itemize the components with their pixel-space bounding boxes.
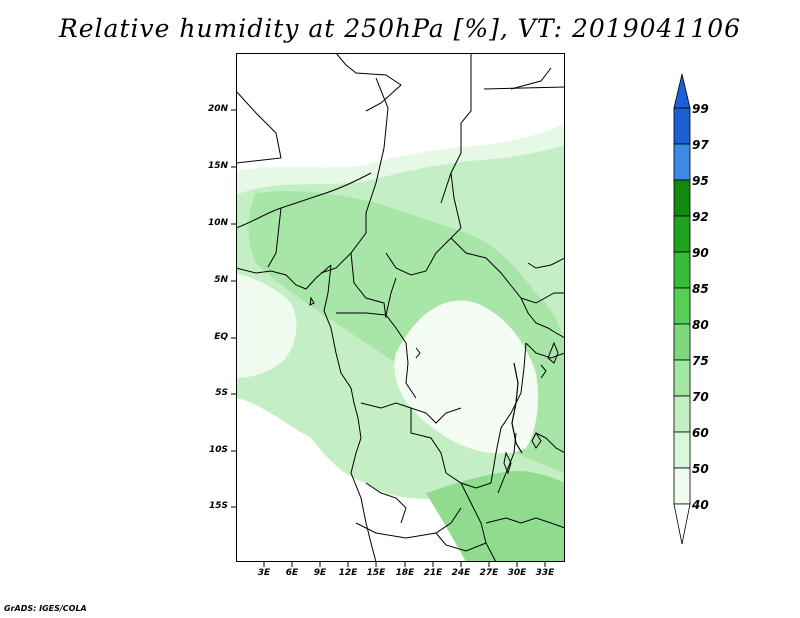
colorbar-swatch-50 bbox=[673, 431, 691, 469]
humidity-zone-dry bbox=[394, 300, 538, 454]
colorbar-label: 75 bbox=[692, 354, 709, 368]
colorbar-swatch-below-40 bbox=[673, 503, 691, 545]
lon-label: 18E bbox=[395, 568, 415, 578]
colorbar-label: 70 bbox=[692, 390, 709, 404]
colorbar-label: 95 bbox=[692, 174, 709, 188]
colorbar-label: 90 bbox=[692, 246, 709, 260]
lat-label: 10N bbox=[207, 218, 228, 228]
colorbar-swatch-85 bbox=[673, 251, 691, 289]
colorbar-swatch-90 bbox=[673, 215, 691, 253]
humidity-map bbox=[236, 53, 565, 562]
colorbar-swatch-70 bbox=[673, 359, 691, 397]
colorbar-swatch-60 bbox=[673, 395, 691, 433]
colorbar-label: 97 bbox=[692, 138, 709, 152]
lon-label: 27E bbox=[479, 568, 499, 578]
colorbar-swatch-92 bbox=[673, 179, 691, 217]
map-border bbox=[236, 53, 565, 562]
humidity-zone-light bbox=[236, 273, 297, 378]
colorbar-label: 99 bbox=[692, 102, 709, 116]
lon-label: 3E bbox=[257, 568, 271, 578]
lat-label: 15N bbox=[207, 161, 228, 171]
colorbar-swatch-40 bbox=[673, 467, 691, 505]
country-boundaries bbox=[236, 53, 565, 562]
lat-label: 5S bbox=[215, 388, 228, 398]
lat-label: 5N bbox=[214, 275, 228, 285]
lon-label: 15E bbox=[366, 568, 386, 578]
map-title: Relative humidity at 250hPa [%], VT: 201… bbox=[58, 14, 742, 43]
colorbar-swatch-75 bbox=[673, 323, 691, 361]
lon-label: 21E bbox=[423, 568, 443, 578]
colorbar bbox=[673, 73, 691, 545]
lat-label: 10S bbox=[208, 445, 228, 455]
map-panel bbox=[236, 53, 565, 562]
lat-label: 15S bbox=[208, 501, 228, 511]
lon-label: 33E bbox=[535, 568, 555, 578]
lon-label: 30E bbox=[507, 568, 527, 578]
colorbar-label: 92 bbox=[692, 210, 709, 224]
colorbar-label: 85 bbox=[692, 282, 709, 296]
lat-label: 20N bbox=[207, 104, 228, 114]
humidity-zone-75 bbox=[426, 471, 565, 562]
colorbar-swatch-95 bbox=[673, 143, 691, 181]
lat-label: EQ bbox=[214, 332, 228, 342]
lon-label: 12E bbox=[338, 568, 358, 578]
lon-label: 6E bbox=[285, 568, 299, 578]
colorbar-swatch-97 bbox=[673, 107, 691, 145]
colorbar-label: 60 bbox=[692, 426, 709, 440]
colorbar-label: 40 bbox=[692, 498, 709, 512]
colorbar-swatch-80 bbox=[673, 287, 691, 325]
colorbar-swatch-above-97 bbox=[673, 73, 691, 109]
lon-label: 24E bbox=[451, 568, 471, 578]
lon-label: 9E bbox=[313, 568, 327, 578]
colorbar-label: 80 bbox=[692, 318, 709, 332]
credit-text: GrADS: IGES/COLA bbox=[4, 604, 87, 613]
colorbar-label: 50 bbox=[692, 462, 709, 476]
